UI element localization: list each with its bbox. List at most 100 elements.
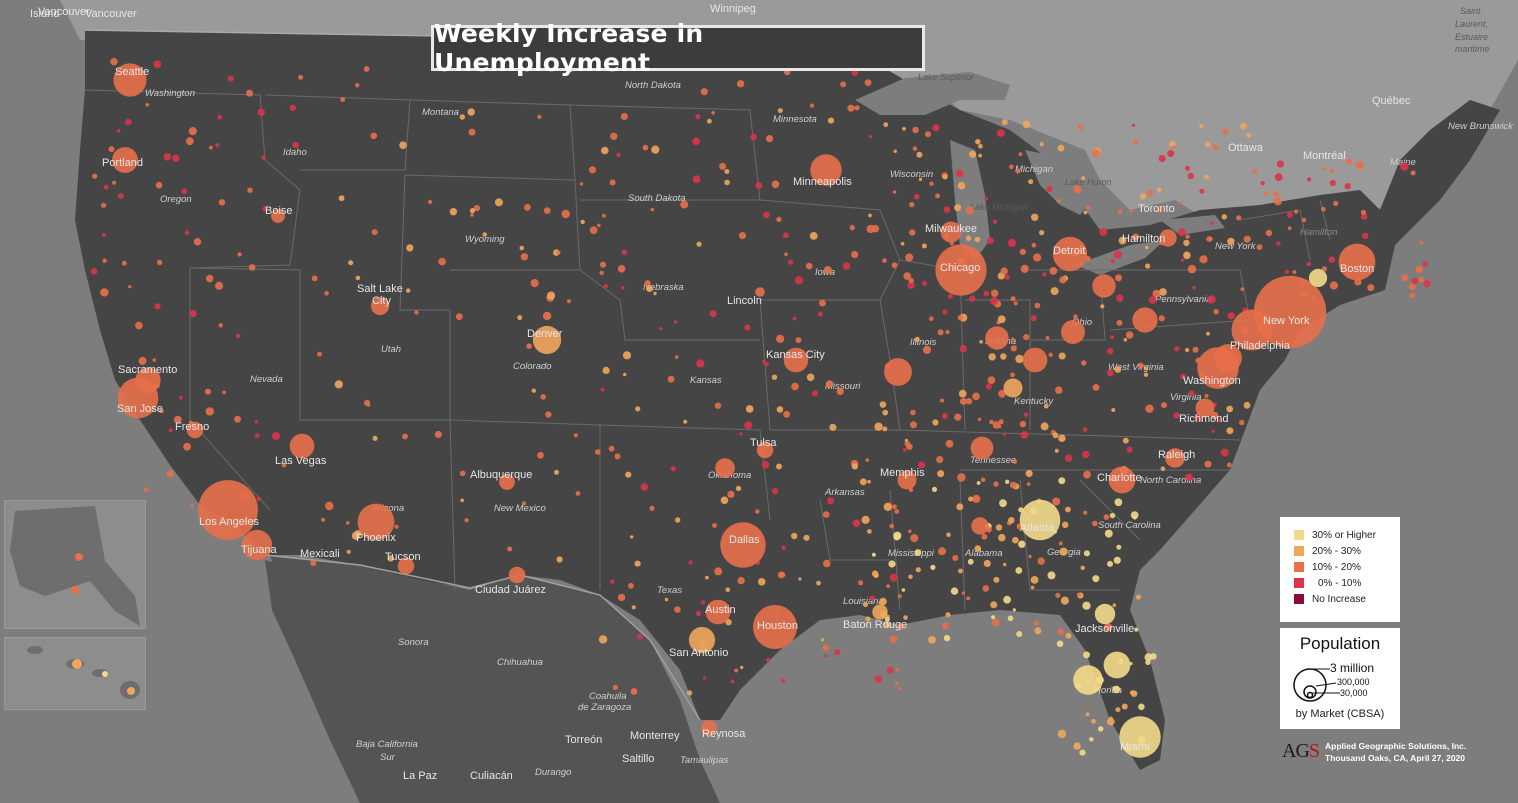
small-market-dot	[892, 504, 897, 510]
market-circle	[397, 557, 415, 575]
small-market-dot	[734, 668, 739, 673]
legend-label: 20% - 30%	[1312, 545, 1361, 557]
svg-text:Québec: Québec	[1372, 95, 1411, 107]
small-market-dot	[1015, 168, 1021, 174]
small-market-dot	[166, 470, 174, 478]
small-market-dot	[261, 155, 266, 160]
small-market-dot	[507, 546, 513, 552]
small-market-dot	[428, 199, 433, 204]
small-market-dot	[737, 576, 745, 585]
small-market-dot	[449, 208, 458, 216]
small-market-dot	[1210, 221, 1214, 225]
small-market-dot	[1034, 302, 1041, 309]
small-market-dot	[750, 133, 757, 141]
small-market-dot	[720, 496, 729, 505]
small-market-dot	[612, 684, 619, 691]
small-market-dot	[1207, 295, 1216, 304]
small-market-dot	[945, 330, 950, 335]
small-market-dot	[907, 281, 915, 289]
small-market-dot	[554, 469, 559, 475]
small-market-dot	[1109, 512, 1116, 519]
small-market-dot	[1422, 261, 1428, 267]
small-market-dot	[1002, 432, 1007, 436]
small-market-dot	[1273, 197, 1282, 206]
small-market-dot	[1039, 230, 1045, 236]
small-market-dot	[1147, 189, 1154, 197]
svg-text:Mexicali: Mexicali	[300, 548, 340, 560]
small-market-dot	[851, 69, 858, 76]
small-market-dot	[601, 146, 609, 155]
small-market-dot	[340, 97, 346, 102]
market-circle	[241, 529, 273, 561]
small-market-dot	[1050, 287, 1059, 296]
small-market-dot	[695, 610, 702, 617]
small-market-dot	[809, 232, 818, 240]
svg-text:Denver: Denver	[527, 328, 563, 340]
svg-text:Kentucky: Kentucky	[1014, 396, 1054, 407]
small-market-dot	[998, 389, 1006, 398]
small-market-dot	[1046, 185, 1053, 192]
small-market-dot	[922, 345, 932, 354]
small-market-dot	[1030, 315, 1037, 322]
small-market-dot	[394, 524, 399, 529]
small-market-dot	[961, 591, 965, 595]
small-market-dot	[247, 187, 253, 193]
small-market-dot	[257, 108, 265, 116]
market-circle	[1061, 320, 1085, 344]
small-market-dot	[348, 260, 354, 266]
small-market-dot	[1037, 557, 1045, 565]
small-market-dot	[1015, 354, 1024, 364]
svg-text:Tamaulipas: Tamaulipas	[680, 755, 728, 766]
small-market-dot	[1012, 459, 1018, 464]
small-market-dot	[289, 104, 296, 111]
small-market-dot	[724, 179, 730, 186]
small-market-dot	[644, 280, 651, 287]
small-market-dot	[873, 572, 879, 579]
svg-text:Tucson: Tucson	[385, 551, 421, 563]
small-market-dot	[978, 144, 983, 149]
small-market-dot	[771, 374, 778, 380]
small-market-dot	[898, 686, 902, 691]
small-market-dot	[355, 83, 360, 88]
small-market-dot	[1031, 243, 1037, 248]
small-market-dot	[1329, 281, 1338, 290]
small-market-dot	[929, 316, 934, 322]
small-market-dot	[1106, 369, 1114, 377]
svg-text:Kansas: Kansas	[690, 375, 722, 386]
small-market-dot	[942, 174, 948, 180]
size-label-large: 3 million	[1330, 661, 1374, 675]
small-market-dot	[100, 288, 109, 297]
svg-text:Estuaire: Estuaire	[1455, 32, 1488, 42]
lake-ontario	[1160, 215, 1225, 235]
small-market-dot	[1025, 469, 1033, 478]
small-market-dot	[1013, 301, 1018, 306]
small-market-dot	[1240, 122, 1247, 130]
small-market-dot	[959, 397, 967, 405]
small-market-dot	[434, 430, 442, 439]
small-market-dot	[912, 146, 918, 151]
small-market-dot	[580, 219, 585, 225]
small-market-dot	[1148, 296, 1157, 304]
small-market-dot	[1192, 346, 1199, 353]
small-market-dot	[744, 324, 751, 331]
small-market-dot	[1033, 620, 1040, 626]
small-market-dot	[1033, 253, 1042, 262]
small-market-dot	[237, 252, 242, 257]
small-market-dot	[1103, 514, 1110, 520]
small-market-dot	[209, 145, 213, 150]
small-market-dot	[943, 206, 951, 213]
small-market-dot	[1104, 529, 1113, 538]
small-market-dot	[935, 193, 941, 199]
small-market-dot	[153, 60, 162, 69]
small-market-dot	[868, 213, 872, 218]
small-market-dot	[1114, 366, 1122, 373]
small-market-dot	[1058, 541, 1063, 546]
small-market-dot	[1028, 554, 1032, 559]
small-market-dot	[520, 253, 529, 261]
small-market-dot	[310, 560, 317, 566]
small-market-dot	[932, 419, 939, 426]
small-market-dot	[1307, 177, 1312, 182]
market-circle	[1094, 603, 1116, 625]
small-market-dot	[714, 402, 722, 409]
small-market-dot	[255, 433, 260, 438]
